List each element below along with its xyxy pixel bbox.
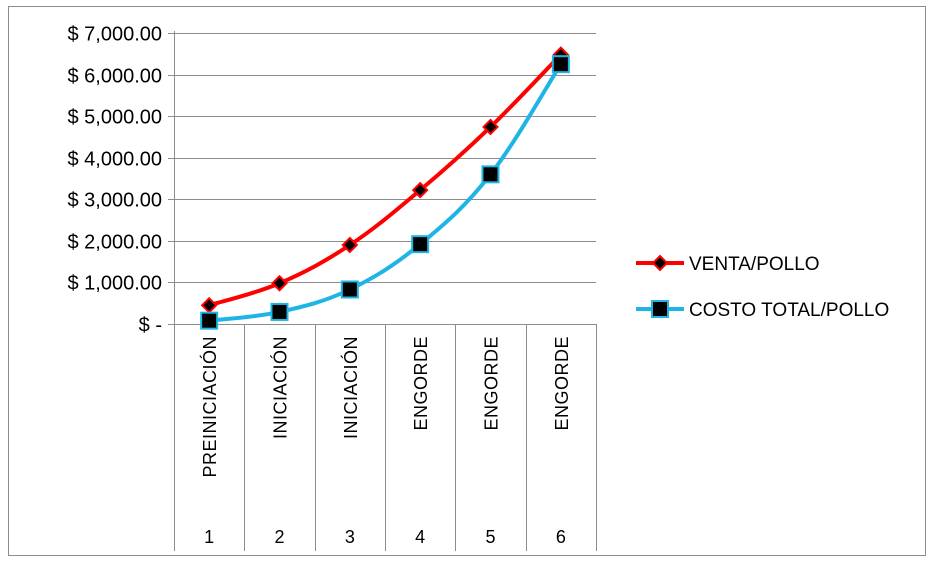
data-point-diamond xyxy=(271,274,288,292)
y-tick-label: $ 4,000.00 xyxy=(67,149,162,171)
legend-item: VENTA/POLLO xyxy=(636,254,820,275)
gridlines xyxy=(174,33,596,283)
data-point-diamond xyxy=(411,181,429,199)
y-tick-label: $ 2,000.00 xyxy=(67,232,162,254)
series-lines xyxy=(200,46,570,330)
data-point-square xyxy=(551,55,570,74)
x-index-label: 6 xyxy=(556,527,566,547)
data-point-square xyxy=(340,280,359,299)
y-tick-label: $ 6,000.00 xyxy=(67,66,162,88)
data-point-diamond xyxy=(482,118,499,136)
legend-label: VENTA/POLLO xyxy=(689,254,820,275)
y-tick-label: $ - xyxy=(139,315,162,337)
y-tick-label: $ 3,000.00 xyxy=(67,190,162,212)
x-index-label: 4 xyxy=(415,527,425,547)
data-point-square xyxy=(411,235,430,254)
x-category-label: ENGORDE xyxy=(552,336,572,431)
x-category-label: PREINICIACIÓN xyxy=(199,336,220,478)
x-category-label: INICIACIÓN xyxy=(340,336,361,439)
data-point-square xyxy=(200,311,219,330)
y-axis-tick-labels: $ - $ 1,000.00 $ 2,000.00 $ 3,000.00 $ 4,000… xyxy=(67,24,162,337)
data-point-square xyxy=(481,165,500,184)
x-category-label: ENGORDE xyxy=(482,336,502,431)
y-tick-label: $ 1,000.00 xyxy=(67,273,162,295)
x-index-label: 3 xyxy=(345,527,355,547)
x-category-label: ENGORDE xyxy=(411,336,431,431)
chart-border xyxy=(8,6,926,556)
x-category-label: INICIACIÓN xyxy=(270,336,291,439)
data-point-diamond xyxy=(651,254,669,272)
x-index-label: 5 xyxy=(485,527,495,547)
series-costo-total-pollo xyxy=(200,55,570,330)
legend-item: COSTO TOTAL/POLLO xyxy=(636,300,889,321)
y-tick-label: $ 7,000.00 xyxy=(67,24,162,46)
data-point-square xyxy=(651,300,669,318)
data-point-square xyxy=(270,302,289,321)
x-index-label: 2 xyxy=(274,527,284,547)
legend-label: COSTO TOTAL/POLLO xyxy=(689,300,889,321)
x-axis-category-table: PREINICIACIÓN INICIACIÓN INICIACIÓN ENGORDE… xyxy=(174,324,597,551)
x-index-label: 1 xyxy=(204,527,214,547)
data-point-diamond xyxy=(341,236,359,254)
legend: VENTA/POLLO COSTO TOTAL/POLLO xyxy=(636,254,889,321)
y-tick-label: $ 5,000.00 xyxy=(67,107,162,129)
